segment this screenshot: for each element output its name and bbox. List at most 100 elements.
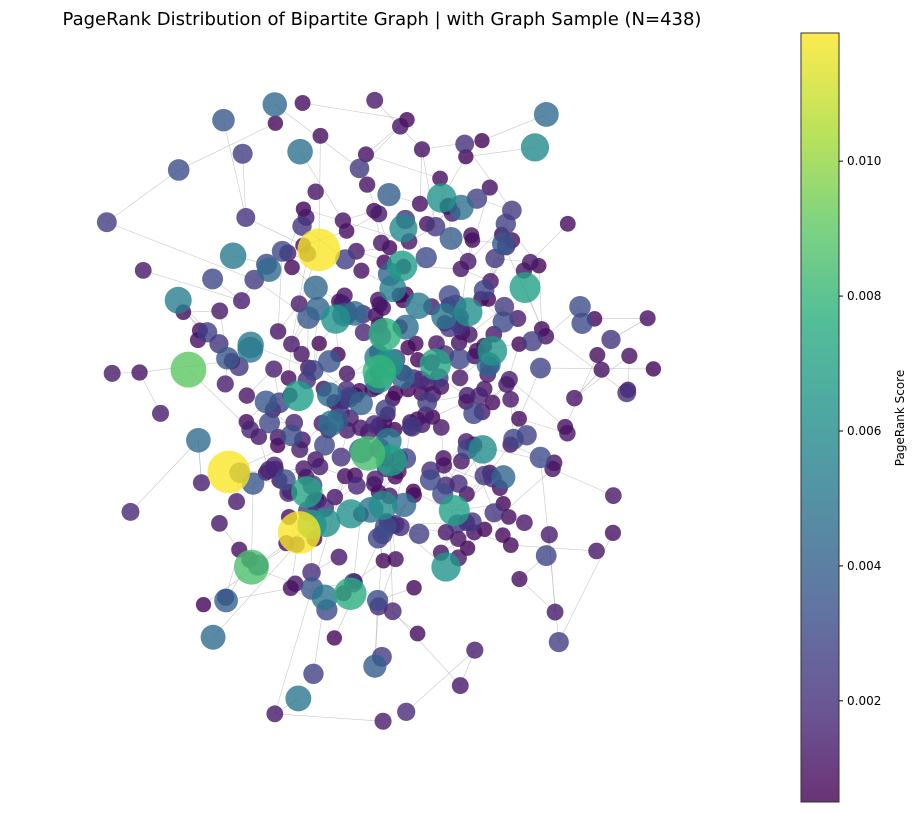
graph-node: [435, 450, 452, 467]
graph-node: [262, 92, 288, 117]
graph-node: [450, 530, 467, 548]
graph-node: [326, 630, 343, 646]
graph-node: [338, 365, 356, 382]
graph-edge: [143, 270, 242, 302]
graph-edge: [245, 217, 304, 246]
graph-node: [284, 259, 300, 276]
graph-node: [167, 159, 190, 181]
graph-edge: [223, 120, 247, 218]
graph-node: [516, 514, 533, 532]
graph-node: [566, 389, 583, 407]
graph-node: [492, 232, 515, 256]
graph-node: [186, 427, 211, 453]
graph-node: [448, 348, 471, 370]
graph-node: [269, 323, 287, 340]
graph-edge: [178, 122, 276, 171]
colorbar-tick-label: 0.006: [847, 424, 881, 438]
graph-node: [349, 391, 373, 416]
graph-node: [236, 208, 256, 227]
graph-node: [386, 250, 418, 282]
graph-node: [502, 390, 519, 408]
graph-node: [241, 420, 259, 439]
graph-node: [170, 351, 207, 388]
graph-nodes: [96, 91, 662, 730]
graph-node: [419, 348, 452, 381]
graph-node: [477, 336, 508, 366]
graph-node: [318, 410, 344, 437]
graph-node: [287, 575, 304, 592]
graph-edge: [303, 208, 410, 242]
graph-node: [402, 416, 423, 437]
graph-node: [233, 549, 269, 585]
graph-node: [318, 350, 341, 373]
graph-node: [438, 495, 470, 527]
graph-node: [256, 257, 282, 282]
graph-node: [601, 329, 621, 350]
graph-edge: [538, 265, 543, 330]
graph-node: [383, 602, 402, 621]
graph-node: [409, 625, 426, 642]
graph-node: [121, 502, 140, 521]
graph-node: [533, 102, 559, 127]
graph-node: [392, 492, 417, 518]
graph-node: [353, 262, 370, 279]
graph-node: [370, 205, 388, 223]
graph-node: [238, 387, 256, 404]
graph-node: [463, 227, 480, 244]
graph-edge: [106, 221, 255, 280]
graph-edge: [365, 154, 441, 179]
graph-node: [350, 436, 386, 471]
graph-node: [197, 322, 218, 343]
graph-node: [254, 390, 278, 414]
graph-node: [314, 434, 335, 456]
graph-node: [362, 354, 397, 389]
graph-edge: [212, 544, 297, 638]
graph-node: [492, 311, 514, 333]
colorbar-tick-label: 0.004: [847, 559, 881, 573]
graph-node: [529, 446, 552, 469]
graph-node: [303, 275, 328, 300]
graph-node: [349, 158, 370, 179]
graph-node: [283, 380, 314, 412]
colorbar: 0.002 0.004 0.006 0.008 0.010 PageRank Score: [800, 32, 907, 803]
graph-node: [509, 272, 541, 304]
graph-node: [366, 91, 384, 109]
graph-node: [593, 361, 610, 378]
graph-node: [415, 246, 437, 269]
graph-node: [265, 360, 283, 378]
graph-node: [372, 234, 390, 252]
graph-edge: [541, 328, 627, 394]
graph-node: [307, 183, 324, 201]
graph-node: [389, 214, 418, 243]
graph-node: [211, 302, 229, 320]
colorbar-label: PageRank Score: [893, 370, 907, 466]
graph-edge: [277, 251, 283, 332]
graph-node: [358, 176, 376, 193]
graph-node: [374, 515, 397, 538]
graph-node: [335, 249, 356, 270]
graph-node: [316, 382, 342, 407]
graph-node: [374, 712, 392, 730]
chart-title: PageRank Distribution of Bipartite Graph…: [63, 9, 702, 30]
graph-node: [368, 490, 398, 520]
graph-node: [285, 685, 312, 712]
graph-node: [336, 468, 353, 485]
graph-node: [495, 213, 517, 235]
graph-node: [453, 297, 483, 327]
graph-node: [214, 588, 238, 613]
graph-node: [639, 310, 656, 327]
graph-node: [366, 589, 389, 612]
graph-edge: [558, 532, 614, 643]
graph-node: [511, 410, 527, 427]
graph-edge: [510, 544, 597, 552]
graph-node: [280, 424, 303, 447]
graph-edge: [594, 317, 648, 320]
graph-node: [604, 524, 622, 542]
graph-node: [463, 403, 485, 425]
graph-node: [520, 133, 550, 162]
graph-node: [357, 146, 374, 163]
graph-node: [481, 179, 498, 196]
graph-edge: [302, 102, 408, 121]
graph-node: [212, 108, 235, 132]
